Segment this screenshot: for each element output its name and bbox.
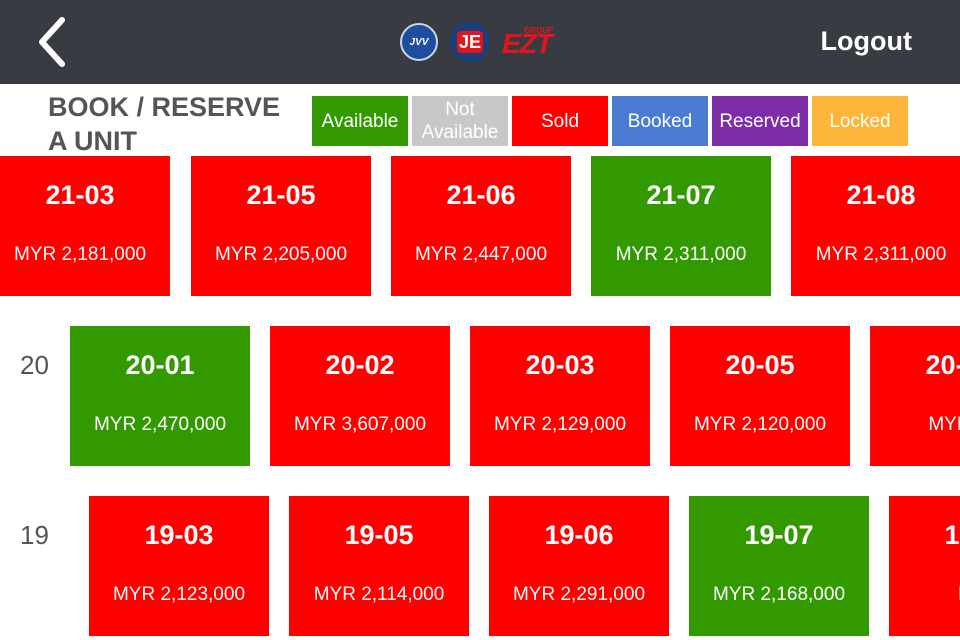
floor-label: 20 bbox=[20, 350, 49, 380]
top-nav-bar: JVV JE GROUP EZT Logout bbox=[0, 0, 960, 84]
floor-row: 21-03 MYR 2,181,000 21-05 MYR 2,205,000 21-0… bbox=[0, 156, 960, 296]
brand-logos: JVV JE GROUP EZT bbox=[400, 22, 560, 62]
unit-number: 20-05 bbox=[725, 350, 795, 380]
floor-row: 19-03 MYR 2,123,000 19-05 MYR 2,114,000 19-0… bbox=[0, 496, 960, 636]
je-logo: JE bbox=[450, 22, 490, 62]
unit-tile[interactable]: 19-05 MYR 2,114,000 bbox=[289, 496, 469, 636]
unit-number: 19-05 bbox=[344, 520, 414, 550]
unit-price: MYR 2,123,000 bbox=[112, 584, 246, 605]
unit-tile[interactable]: 20-05 MYR 2,120,000 bbox=[670, 326, 850, 466]
unit-tile[interactable]: 19-08 MYR bbox=[889, 496, 960, 636]
unit-price: MYR 2,311,000 bbox=[815, 244, 947, 265]
unit-number: 21-06 bbox=[446, 180, 516, 210]
unit-price: MYR 2,447,000 bbox=[414, 244, 548, 265]
back-button[interactable] bbox=[30, 14, 78, 70]
unit-number: 19-03 bbox=[144, 520, 214, 550]
unit-price: MYR 2,120,000 bbox=[693, 414, 827, 435]
unit-price: MYR 2,205,000 bbox=[214, 244, 348, 265]
unit-tile[interactable]: 19-06 MYR 2,291,000 bbox=[489, 496, 669, 636]
unit-number: 19-08 bbox=[944, 520, 960, 550]
unit-price: MYR 3,607,000 bbox=[293, 414, 427, 435]
unit-tile[interactable]: 20-03 MYR 2,129,000 bbox=[470, 326, 650, 466]
unit-tile[interactable]: 20-02 MYR 3,607,000 bbox=[270, 326, 450, 466]
unit-price: MYR 2,129,000 bbox=[493, 414, 627, 435]
unit-tile[interactable]: 20-06 MYR 2, bbox=[870, 326, 960, 466]
unit-price: MYR 2,470,000 bbox=[93, 414, 227, 435]
unit-price: MYR 2,168,000 bbox=[712, 584, 846, 605]
legend-item-booked: Booked bbox=[612, 96, 708, 146]
unit-tile[interactable]: 21-03 MYR 2,181,000 bbox=[0, 156, 170, 296]
unit-number: 20-03 bbox=[525, 350, 595, 380]
unit-price: MYR 2,311,000 bbox=[615, 244, 747, 265]
unit-number: 20-02 bbox=[325, 350, 395, 380]
unit-price: MYR 2,291,000 bbox=[512, 584, 646, 605]
unit-tile[interactable]: 21-05 MYR 2,205,000 bbox=[191, 156, 371, 296]
unit-price: MYR 2,181,000 bbox=[13, 244, 147, 265]
unit-tile[interactable]: 21-06 MYR 2,447,000 bbox=[391, 156, 571, 296]
legend-item-sold: Sold bbox=[512, 96, 608, 146]
unit-number: 20-06 bbox=[925, 350, 960, 380]
legend-item-locked: Locked bbox=[812, 96, 908, 146]
unit-number: 21-03 bbox=[45, 180, 115, 210]
unit-number: 21-07 bbox=[646, 180, 716, 210]
legend-item-reserved: Reserved bbox=[712, 96, 808, 146]
legend-item-not-available: Not Available bbox=[412, 96, 508, 146]
unit-number: 21-08 bbox=[846, 180, 916, 210]
jvv-logo: JVV bbox=[400, 23, 438, 61]
unit-price: MYR 2, bbox=[928, 414, 960, 435]
unit-price: MYR bbox=[889, 584, 960, 606]
unit-tile[interactable]: 21-08 MYR 2,311,000 bbox=[791, 156, 960, 296]
unit-number: 20-01 bbox=[125, 350, 195, 380]
unit-tile[interactable]: 19-03 MYR 2,123,000 bbox=[89, 496, 269, 636]
unit-price: MYR 2,114,000 bbox=[313, 584, 445, 605]
unit-number: 19-06 bbox=[544, 520, 614, 550]
ezt-group-logo: GROUP EZT bbox=[502, 26, 554, 59]
unit-tile[interactable]: 19-07 MYR 2,168,000 bbox=[689, 496, 869, 636]
floor-row: 20-01 MYR 2,470,000 20-02 MYR 3,607,000 20-0… bbox=[0, 326, 960, 466]
chevron-left-icon bbox=[39, 17, 65, 67]
unit-number: 19-07 bbox=[744, 520, 814, 550]
unit-tile[interactable]: 21-07 MYR 2,311,000 bbox=[591, 156, 771, 296]
status-legend: Available Not Available Sold Booked Reserved… bbox=[312, 96, 912, 146]
logout-button[interactable]: Logout bbox=[820, 26, 912, 56]
floor-label: 19 bbox=[20, 520, 49, 550]
page-title: BOOK / RESERVE A UNIT bbox=[48, 92, 281, 156]
legend-item-available: Available bbox=[312, 96, 408, 146]
unit-tile[interactable]: 20-01 MYR 2,470,000 bbox=[70, 326, 250, 466]
unit-number: 21-05 bbox=[246, 180, 316, 210]
